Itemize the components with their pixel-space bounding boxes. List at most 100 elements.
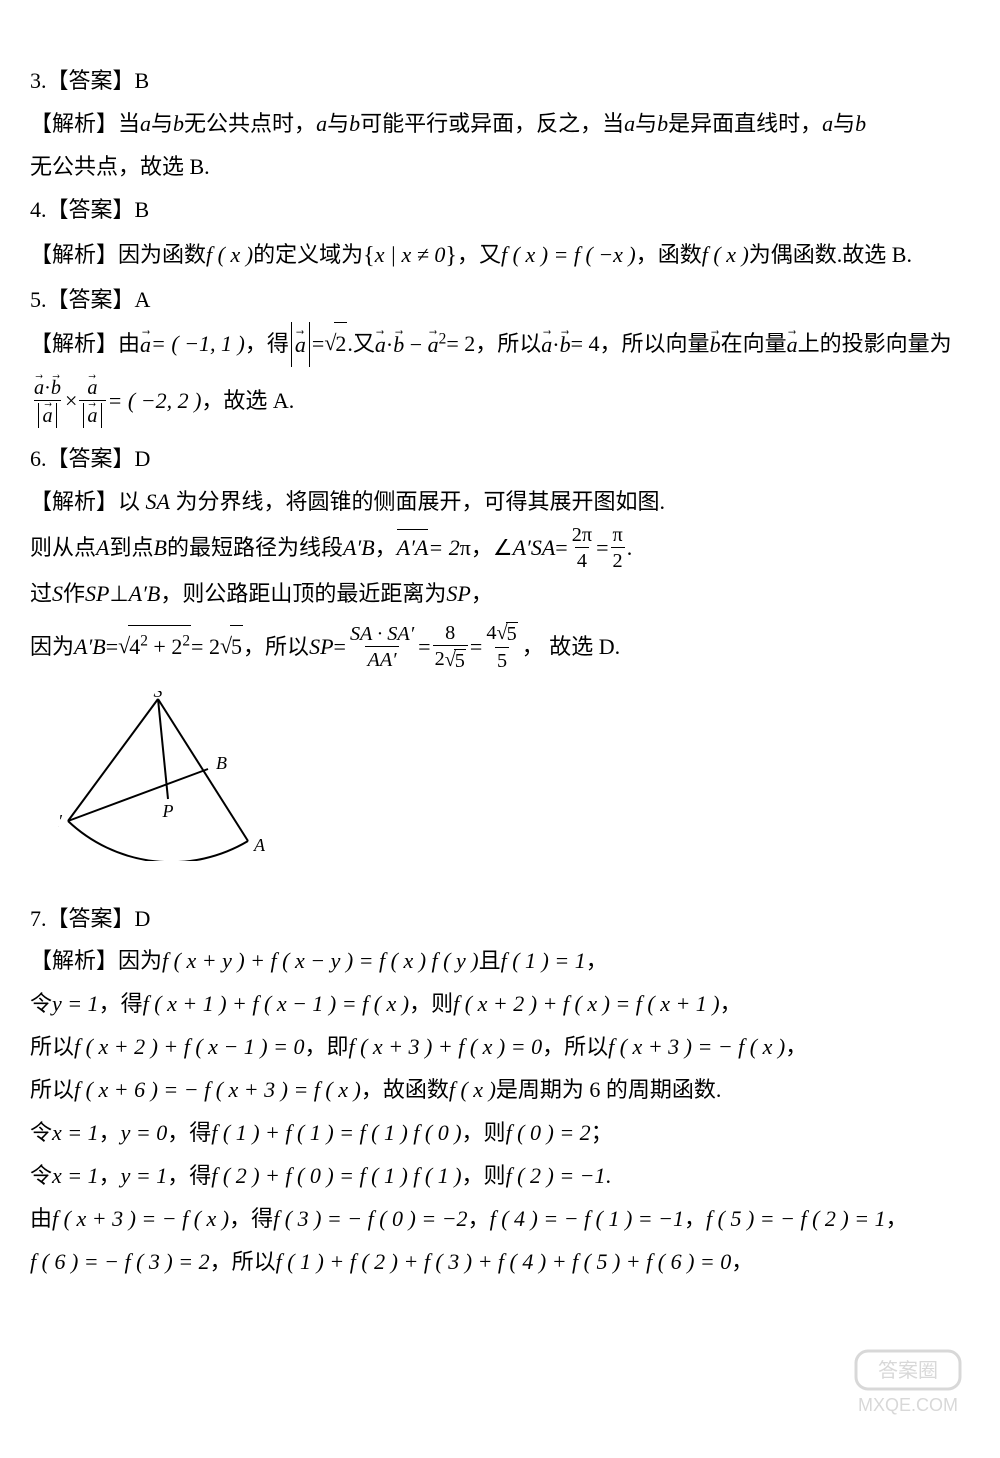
- text: ，则: [462, 1155, 506, 1198]
- q7-line3: 所以 f ( x + 2 ) + f ( x − 1 ) = 0 ，即 f ( …: [30, 1026, 970, 1069]
- q4-analysis: 【解析】 因为函数 f ( x ) 的定义域为 { x | x ≠ 0 } ，又…: [30, 232, 970, 279]
- watermark: 答案圈 MXQE.COM: [838, 1347, 978, 1440]
- sqrt-arg: 5: [506, 622, 518, 646]
- B: B: [153, 527, 166, 570]
- text: 到点: [109, 527, 153, 570]
- label-A: A: [253, 835, 266, 855]
- sq: 2: [439, 330, 447, 347]
- vec-a: a: [375, 322, 386, 367]
- text: 的定义域为: [253, 234, 363, 277]
- result: = ( −2, 2 ): [108, 380, 202, 423]
- label-analysis: 【解析】: [30, 234, 118, 277]
- den: 2: [611, 547, 625, 573]
- vec-b: b: [393, 322, 404, 367]
- sqrt-arg: 5: [454, 649, 466, 673]
- text: 因为: [30, 626, 74, 669]
- fraction: 2π 4: [570, 524, 594, 573]
- vec-a: a: [140, 322, 151, 367]
- eq: f ( 6 ) = − f ( 3 ) = 2: [30, 1241, 210, 1284]
- vec-b: b: [710, 322, 721, 367]
- text: 与: [151, 103, 173, 146]
- den-coef: 2: [435, 648, 445, 670]
- text: ，故函数: [361, 1069, 449, 1112]
- fraction: 8 2√5: [433, 622, 468, 673]
- eq: = 2π: [428, 527, 470, 570]
- text: 因为函数: [118, 234, 206, 277]
- var-b: b: [349, 103, 360, 146]
- var-b: b: [657, 103, 668, 146]
- text: ，得: [245, 323, 289, 366]
- q7-line5: 令 x = 1 ， y = 0 ，得 f ( 1 ) + f ( 1 ) = f…: [30, 1112, 970, 1155]
- q6-line4: 因为 A′B = √42 + 22 = 2 √5 ，所以 SP = SA · S…: [30, 622, 970, 673]
- eq: f ( x + 3 ) = − f ( x ): [52, 1198, 229, 1241]
- eq: f ( 3 ) = − f ( 0 ) = −2: [273, 1198, 467, 1241]
- ApB: A′B: [74, 626, 106, 669]
- text: 由: [30, 1198, 52, 1241]
- text: 且: [479, 940, 501, 983]
- text: 的最短路径为线段: [167, 527, 343, 570]
- eq: f ( 1 ) + f ( 1 ) = f ( 1 ) f ( 0 ): [211, 1112, 461, 1155]
- sqrt: √42 + 22: [118, 625, 191, 669]
- fraction: 4√5 5: [484, 622, 519, 673]
- var-a: a: [140, 103, 151, 146]
- label-S: S: [154, 691, 163, 701]
- rhs: = 2: [446, 323, 475, 366]
- eq: f ( x + 3 ) = − f ( x ): [608, 1026, 785, 1069]
- eq: =: [596, 527, 608, 570]
- fraction: a a: [79, 375, 105, 428]
- vec-a: a: [541, 322, 552, 367]
- den: 4: [575, 547, 589, 573]
- text: 过: [30, 573, 52, 616]
- eq: y = 1: [52, 983, 99, 1026]
- text: ，则: [409, 983, 453, 1026]
- eq: y = 1: [121, 1155, 168, 1198]
- q7-line2: 令 y = 1 ，得 f ( x + 1 ) + f ( x − 1 ) = f…: [30, 983, 970, 1026]
- text: ，所以: [243, 626, 309, 669]
- set-body: x | x ≠ 0: [375, 234, 446, 277]
- fraction: a·b a: [32, 375, 63, 428]
- text: ，即: [304, 1026, 348, 1069]
- num-coef: 4: [486, 622, 496, 644]
- q5-analysis-2: a·b a × a a = ( −2, 2 ) ，故选 A.: [30, 375, 970, 428]
- q5-head: 5.【答案】A: [30, 279, 970, 322]
- var-b: b: [855, 103, 866, 146]
- text: 所以: [30, 1069, 74, 1112]
- text: 在向量: [721, 323, 787, 366]
- eq: =: [470, 626, 482, 669]
- edge-s-ap: [68, 699, 158, 821]
- text: 无公共点时，: [184, 103, 316, 146]
- sqrt-5: √5: [220, 625, 243, 669]
- label-analysis: 【解析】: [30, 103, 118, 146]
- num: SA · SA′: [350, 623, 414, 645]
- eq: x = 1: [52, 1112, 99, 1155]
- angle-name: A′SA: [513, 527, 556, 570]
- text: ，所以: [210, 1241, 276, 1284]
- eq: f ( x + 3 ) + f ( x ) = 0: [348, 1026, 542, 1069]
- text: 为偶函数.故选 B.: [749, 234, 912, 277]
- var-b: b: [173, 103, 184, 146]
- q7-line6: 令 x = 1 ， y = 1 ，得 f ( 2 ) + f ( 0 ) = f…: [30, 1155, 970, 1198]
- eq: f ( x + 1 ) + f ( x − 1 ) = f ( x ): [143, 983, 409, 1026]
- text: 是周期为 6 的周期函数.: [496, 1069, 722, 1112]
- S: S: [52, 573, 63, 616]
- text: 作: [63, 573, 85, 616]
- sep: ，: [99, 1155, 121, 1198]
- label-Ap: A′: [58, 811, 63, 831]
- text: 与: [635, 103, 657, 146]
- text: 与: [833, 103, 855, 146]
- text: 令: [30, 1112, 52, 1155]
- semi: ；: [591, 1112, 613, 1155]
- fraction: SA · SA′ AA′: [348, 623, 416, 672]
- text: 无公共点，故选 B.: [30, 146, 210, 189]
- eq: f ( 2 ) + f ( 0 ) = f ( 1 ) f ( 1 ): [211, 1155, 461, 1198]
- SP: SP: [85, 573, 109, 616]
- text: ，得: [99, 983, 143, 1026]
- watermark-box: [856, 1351, 960, 1389]
- vec-a: a: [428, 322, 439, 367]
- eq: f ( 0 ) = 2: [506, 1112, 591, 1155]
- comma: ，: [785, 1026, 807, 1069]
- comma: ，: [586, 940, 608, 983]
- num: 8: [443, 622, 457, 646]
- eq: = ( −1, 1 ): [151, 323, 245, 366]
- eq: =: [106, 626, 118, 669]
